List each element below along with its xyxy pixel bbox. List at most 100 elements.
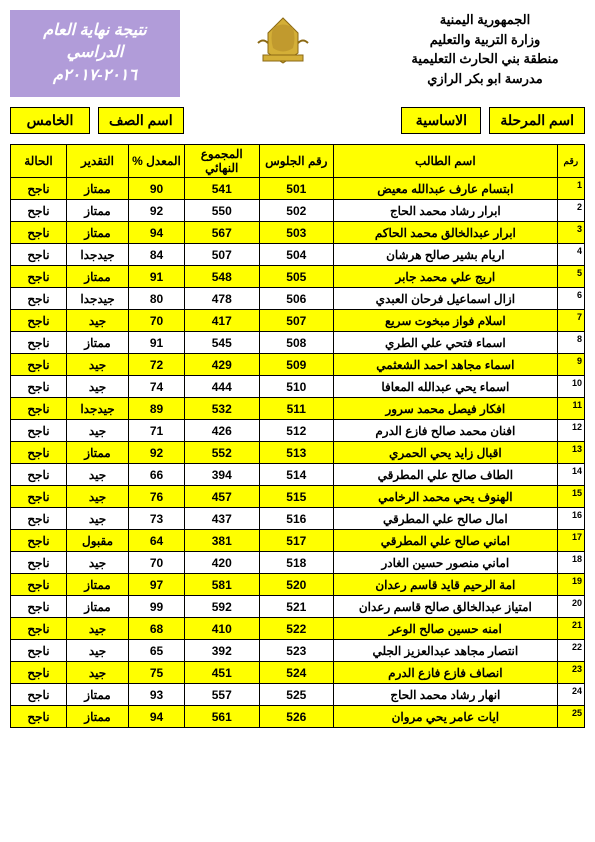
percentage: 73 bbox=[129, 508, 185, 530]
school-name: مدرسة ابو بكر الرازي bbox=[385, 69, 585, 89]
status: ناجح bbox=[11, 310, 67, 332]
student-name: انهار رشاد محمد الحاج bbox=[334, 684, 558, 706]
status: ناجح bbox=[11, 684, 67, 706]
grade-label: اسم الصف bbox=[98, 107, 184, 134]
grade: ممتاز bbox=[66, 332, 128, 354]
final-total: 541 bbox=[184, 178, 259, 200]
final-total: 410 bbox=[184, 618, 259, 640]
final-total: 545 bbox=[184, 332, 259, 354]
status: ناجح bbox=[11, 640, 67, 662]
national-emblem-icon bbox=[243, 10, 323, 70]
percentage: 90 bbox=[129, 178, 185, 200]
table-row: 21امنه حسين صالح الوعر52241068جيدناجح bbox=[11, 618, 585, 640]
final-total: 426 bbox=[184, 420, 259, 442]
percentage: 93 bbox=[129, 684, 185, 706]
seat-number: 521 bbox=[259, 596, 334, 618]
grade: جيدجدا bbox=[66, 398, 128, 420]
status: ناجح bbox=[11, 266, 67, 288]
percentage: 68 bbox=[129, 618, 185, 640]
percentage: 66 bbox=[129, 464, 185, 486]
seat-number: 525 bbox=[259, 684, 334, 706]
percentage: 92 bbox=[129, 442, 185, 464]
row-number: 5 bbox=[557, 266, 584, 288]
status: ناجح bbox=[11, 376, 67, 398]
percentage: 80 bbox=[129, 288, 185, 310]
col-header-num: رقم bbox=[557, 145, 584, 178]
row-number: 10 bbox=[557, 376, 584, 398]
status: ناجح bbox=[11, 332, 67, 354]
student-name: اسلام فواز مبخوت سريع bbox=[334, 310, 558, 332]
seat-number: 503 bbox=[259, 222, 334, 244]
table-row: 25ايات عامر يحي مروان52656194ممتازناجح bbox=[11, 706, 585, 728]
percentage: 89 bbox=[129, 398, 185, 420]
seat-number: 509 bbox=[259, 354, 334, 376]
grade: جيد bbox=[66, 486, 128, 508]
seat-number: 524 bbox=[259, 662, 334, 684]
status: ناجح bbox=[11, 200, 67, 222]
row-number: 19 bbox=[557, 574, 584, 596]
final-total: 457 bbox=[184, 486, 259, 508]
status: ناجح bbox=[11, 574, 67, 596]
student-name: امنه حسين صالح الوعر bbox=[334, 618, 558, 640]
seat-number: 516 bbox=[259, 508, 334, 530]
status: ناجح bbox=[11, 508, 67, 530]
seat-number: 508 bbox=[259, 332, 334, 354]
student-name: اقبال زايد يحي الحمري bbox=[334, 442, 558, 464]
row-number: 3 bbox=[557, 222, 584, 244]
grade: جيدجدا bbox=[66, 288, 128, 310]
status: ناجح bbox=[11, 662, 67, 684]
final-total: 444 bbox=[184, 376, 259, 398]
student-name: اماني صالح علي المطرقي bbox=[334, 530, 558, 552]
student-name: امتياز عبدالخالق صالح قاسم رعدان bbox=[334, 596, 558, 618]
row-number: 16 bbox=[557, 508, 584, 530]
stage-label: اسم المرحلة bbox=[489, 107, 585, 134]
grade: ممتاز bbox=[66, 442, 128, 464]
col-header-seat: رقم الجلوس bbox=[259, 145, 334, 178]
seat-number: 512 bbox=[259, 420, 334, 442]
seat-number: 518 bbox=[259, 552, 334, 574]
row-number: 4 bbox=[557, 244, 584, 266]
row-number: 23 bbox=[557, 662, 584, 684]
row-number: 25 bbox=[557, 706, 584, 728]
result-title-box: نتيجة نهاية العام الدراسي ٢٠١٦-٢٠١٧م bbox=[10, 10, 180, 97]
table-row: 15الهنوف يحي محمد الرخامي51545776جيدناجح bbox=[11, 486, 585, 508]
percentage: 84 bbox=[129, 244, 185, 266]
final-total: 550 bbox=[184, 200, 259, 222]
table-row: 6ازال اسماعيل فرحان العبدي50647880جيدجدا… bbox=[11, 288, 585, 310]
row-number: 20 bbox=[557, 596, 584, 618]
final-total: 507 bbox=[184, 244, 259, 266]
seat-number: 523 bbox=[259, 640, 334, 662]
table-row: 13اقبال زايد يحي الحمري51355292ممتازناجح bbox=[11, 442, 585, 464]
final-total: 437 bbox=[184, 508, 259, 530]
student-name: انتصار مجاهد عبدالعزيز الجلي bbox=[334, 640, 558, 662]
status: ناجح bbox=[11, 486, 67, 508]
status: ناجح bbox=[11, 706, 67, 728]
seat-number: 522 bbox=[259, 618, 334, 640]
row-number: 1 bbox=[557, 178, 584, 200]
final-total: 557 bbox=[184, 684, 259, 706]
grade: ممتاز bbox=[66, 178, 128, 200]
student-name: امال صالح علي المطرقي bbox=[334, 508, 558, 530]
status: ناجح bbox=[11, 618, 67, 640]
table-row: 7اسلام فواز مبخوت سريع50741770جيدناجح bbox=[11, 310, 585, 332]
percentage: 76 bbox=[129, 486, 185, 508]
grade: جيد bbox=[66, 662, 128, 684]
seat-number: 510 bbox=[259, 376, 334, 398]
table-row: 11افكار فيصل محمد سرور51153289جيدجداناجح bbox=[11, 398, 585, 420]
grade: ممتاز bbox=[66, 596, 128, 618]
final-total: 561 bbox=[184, 706, 259, 728]
grade: جيد bbox=[66, 420, 128, 442]
grade: ممتاز bbox=[66, 266, 128, 288]
percentage: 75 bbox=[129, 662, 185, 684]
final-total: 429 bbox=[184, 354, 259, 376]
table-header-row: رقم اسم الطالب رقم الجلوس المجموع النهائ… bbox=[11, 145, 585, 178]
grade: جيد bbox=[66, 508, 128, 530]
seat-number: 505 bbox=[259, 266, 334, 288]
student-name: اسماء مجاهد احمد الشعثمي bbox=[334, 354, 558, 376]
seat-number: 513 bbox=[259, 442, 334, 464]
student-name: الهنوف يحي محمد الرخامي bbox=[334, 486, 558, 508]
status: ناجح bbox=[11, 442, 67, 464]
table-row: 20امتياز عبدالخالق صالح قاسم رعدان521592… bbox=[11, 596, 585, 618]
final-total: 478 bbox=[184, 288, 259, 310]
stage-value: الاساسية bbox=[401, 107, 481, 134]
